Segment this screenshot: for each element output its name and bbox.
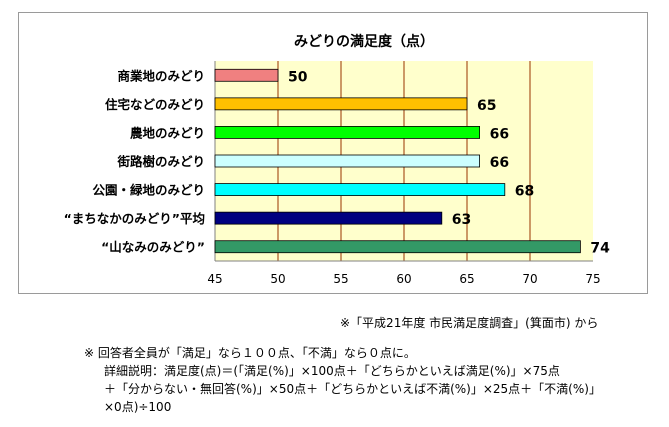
bar	[214, 126, 481, 139]
chart-title: みどりの満足度（点）	[294, 33, 434, 50]
category-label: 公園・緑地のみどり	[92, 183, 205, 198]
x-tick-label: 70	[522, 272, 537, 286]
value-label: 74	[590, 241, 610, 257]
category-label: 商業地のみどり	[117, 68, 205, 83]
x-tick-label: 55	[333, 272, 348, 286]
category-label: 農地のみどり	[130, 125, 205, 140]
bar	[214, 68, 279, 82]
bar	[214, 97, 468, 111]
note-line-1: ※ 回答者全員が「満足」なら１００点、「不満」なら０点に。	[84, 346, 416, 360]
bar-chart: みどりの満足度（点） 商業地のみどり住宅などのみどり農地のみどり街路樹のみどり公…	[64, 33, 611, 286]
category-label: “山なみのみどり”	[101, 240, 205, 255]
note-line-2: 詳細説明：満足度(点)＝(「満足(%)」×100点＋「どちらかといえば満足(%)…	[104, 364, 560, 378]
category-label: “まちなかのみどり”平均	[64, 211, 205, 226]
value-label: 63	[452, 212, 471, 228]
note-line-3: ＋「分からない・無回答(%)」×50点＋「どちらかといえば不満(%)」×25点＋…	[104, 382, 601, 396]
chart-frame: みどりの満足度（点） 商業地のみどり住宅などのみどり農地のみどり街路樹のみどり公…	[18, 12, 648, 294]
x-tick-label: 50	[270, 272, 285, 286]
value-label: 66	[490, 155, 509, 171]
x-tick-label: 75	[585, 272, 600, 286]
value-label: 50	[288, 69, 308, 85]
x-tick-label: 65	[459, 272, 474, 286]
value-label: 66	[490, 126, 509, 142]
bar	[214, 240, 581, 254]
value-label: 68	[515, 184, 534, 200]
category-label: 住宅などのみどり	[105, 97, 205, 112]
x-tick-label: 60	[396, 272, 411, 286]
bar	[214, 211, 443, 225]
category-label: 街路樹のみどり	[116, 154, 205, 169]
source-note: ※「平成21年度 市民満足度調査」(箕面市) から	[340, 316, 599, 330]
bar	[214, 154, 481, 168]
value-label: 65	[477, 98, 496, 114]
x-tick-label: 45	[207, 272, 222, 286]
note-line-4: ×0点)÷100	[104, 400, 172, 414]
bar	[214, 183, 506, 196]
